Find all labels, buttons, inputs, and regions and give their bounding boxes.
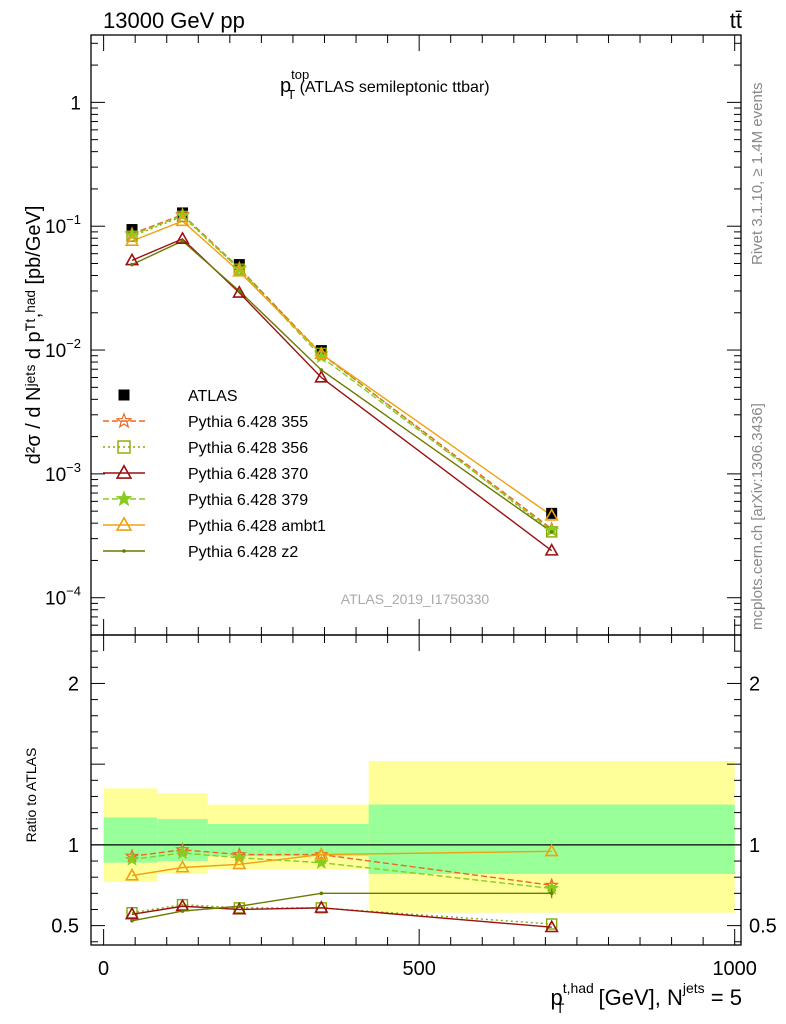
main-point-5-2	[232, 263, 247, 277]
main-ytick-label-1: 10−1	[45, 212, 81, 238]
band-inner-0	[103, 817, 158, 863]
main-series-line-4	[131, 214, 553, 531]
legend-marker-4	[115, 490, 133, 507]
legend-marker-1	[115, 412, 133, 429]
x-label-rest: [GeV], N	[592, 985, 682, 1010]
main-point-3-4	[544, 543, 559, 556]
main-series-line-2	[131, 215, 553, 533]
x-label-sup2: jets	[682, 980, 705, 996]
rivet-label: Rivet 3.1.10, ≥ 1.4M events	[749, 83, 766, 266]
main-point-4-2	[231, 261, 247, 276]
legend: ATLAS Pythia 6.428 355 Pythia 6.428 356 Pyt…	[103, 388, 326, 561]
ratio-point-5-4	[549, 891, 554, 896]
main-ytick-label-2: 10−2	[45, 336, 81, 362]
main-title-sub: T	[287, 87, 295, 102]
main-point-6-2	[237, 289, 242, 293]
ratio-ytick-label-right-0: 0.5	[749, 916, 777, 938]
legend-label-5: Pythia 6.428 ambt1	[188, 518, 326, 535]
x-label-sup: t,had	[563, 980, 594, 996]
main-series-line-6	[131, 240, 553, 533]
main-ytick-label-4: 10−4	[45, 584, 81, 610]
main-point-6-1	[180, 239, 185, 243]
ratio-plot: 0 500 1000 0.5 0.5 1 1 2 2	[51, 634, 777, 980]
main-title: ptop T (ATLAS semileptonic ttbar)	[280, 67, 490, 102]
legend-marker-2	[117, 440, 131, 454]
main-point-6-0	[130, 262, 134, 267]
legend-label-4: Pythia 6.428 379	[188, 492, 308, 509]
ratio-ytick-label-right-1: 1	[749, 835, 760, 857]
ratio-point-5-2	[237, 904, 242, 909]
main-point-0-4	[546, 507, 558, 519]
ratio-ytick-label-right-2: 2	[749, 673, 760, 695]
ratio-ytick-label-left-1: 1	[68, 835, 79, 857]
ratio-point-1-4	[545, 918, 558, 930]
legend-marker-0	[118, 389, 130, 401]
main-point-5-0	[124, 233, 140, 247]
ratio-point-5-1	[180, 909, 185, 913]
ratio-point-4-4	[544, 843, 559, 857]
legend-label-2: Pythia 6.428 356	[188, 440, 308, 457]
ratio-point-2-2	[232, 901, 247, 915]
x-tick-label-1: 500	[402, 958, 435, 980]
x-axis-label: pt,had T [GeV], Njets = 5	[550, 980, 742, 1016]
band-inner-3	[368, 804, 735, 874]
ratio-point-5-0	[130, 918, 134, 923]
analysis-id: ATLAS_2019_I1750330	[341, 591, 490, 607]
main-series-line-3	[131, 238, 553, 552]
ratio-y-label: Ratio to ATLAS	[23, 748, 39, 843]
process-label: tt̄	[730, 8, 742, 33]
legend-label-1: Pythia 6.428 355	[188, 414, 308, 431]
ratio-point-4-2	[232, 856, 247, 870]
main-ytick-label-3: 10−3	[45, 460, 81, 486]
x-label-sub: T	[556, 1000, 565, 1016]
main-point-5-1	[175, 213, 190, 227]
x-label-end: = 5	[705, 985, 742, 1010]
energy-label: 13000 GeV pp	[103, 8, 245, 33]
main-point-6-4	[549, 530, 554, 534]
x-tick-label-0: 0	[98, 958, 109, 980]
main-point-5-3	[314, 346, 329, 360]
legend-marker-6	[122, 549, 126, 553]
legend-marker-3	[115, 464, 133, 479]
main-plot: 1 10−1 10−2 10−3 10−4	[45, 34, 742, 636]
ratio-point-2-3	[314, 900, 329, 913]
ratio-series-line-4	[131, 850, 552, 877]
ratio-point-4-1	[175, 859, 190, 873]
ratio-point-3-0	[124, 851, 140, 866]
x-label-p: p	[550, 985, 562, 1010]
legend-label-0: ATLAS	[188, 388, 238, 405]
ratio-series-line-2	[131, 905, 552, 928]
main-point-6-3	[319, 368, 324, 372]
ratio-point-3-1	[175, 845, 190, 860]
mcplots-label: mcplots.cern.ch [arXiv:1306.3436]	[749, 403, 766, 630]
main-title-rest: (ATLAS semileptonic ttbar)	[295, 79, 489, 96]
main-title-sup: top	[291, 67, 309, 82]
main-point-3-2	[232, 285, 247, 298]
legend-label-3: Pythia 6.428 370	[188, 466, 308, 483]
ratio-point-4-3	[314, 846, 329, 860]
legend-label-6: Pythia 6.428 z2	[188, 544, 298, 561]
ratio-point-5-3	[319, 891, 324, 896]
main-point-3-3	[314, 369, 329, 383]
x-tick-label-2: 1000	[712, 958, 757, 980]
ratio-point-3-3	[313, 854, 329, 869]
ratio-ytick-label-left-0: 0.5	[51, 916, 79, 938]
main-point-5-4	[544, 508, 559, 521]
ratio-point-2-0	[124, 906, 140, 920]
main-point-3-1	[175, 231, 190, 244]
ratio-point-4-0	[124, 867, 140, 881]
main-title-p: p	[280, 75, 291, 97]
ratio-ytick-label-left-2: 2	[68, 673, 79, 695]
main-ytick-label-0: 1	[70, 93, 81, 114]
main-y-label: d²σ / d Nʲᵉᵗˢ d pᵀᵗ,ʰᵃᵈ [pb/GeV]	[23, 206, 45, 465]
legend-marker-5	[115, 516, 133, 531]
ratio-frame	[90, 634, 742, 946]
ratio-point-2-4	[544, 919, 559, 933]
band-inner-2	[207, 823, 369, 857]
